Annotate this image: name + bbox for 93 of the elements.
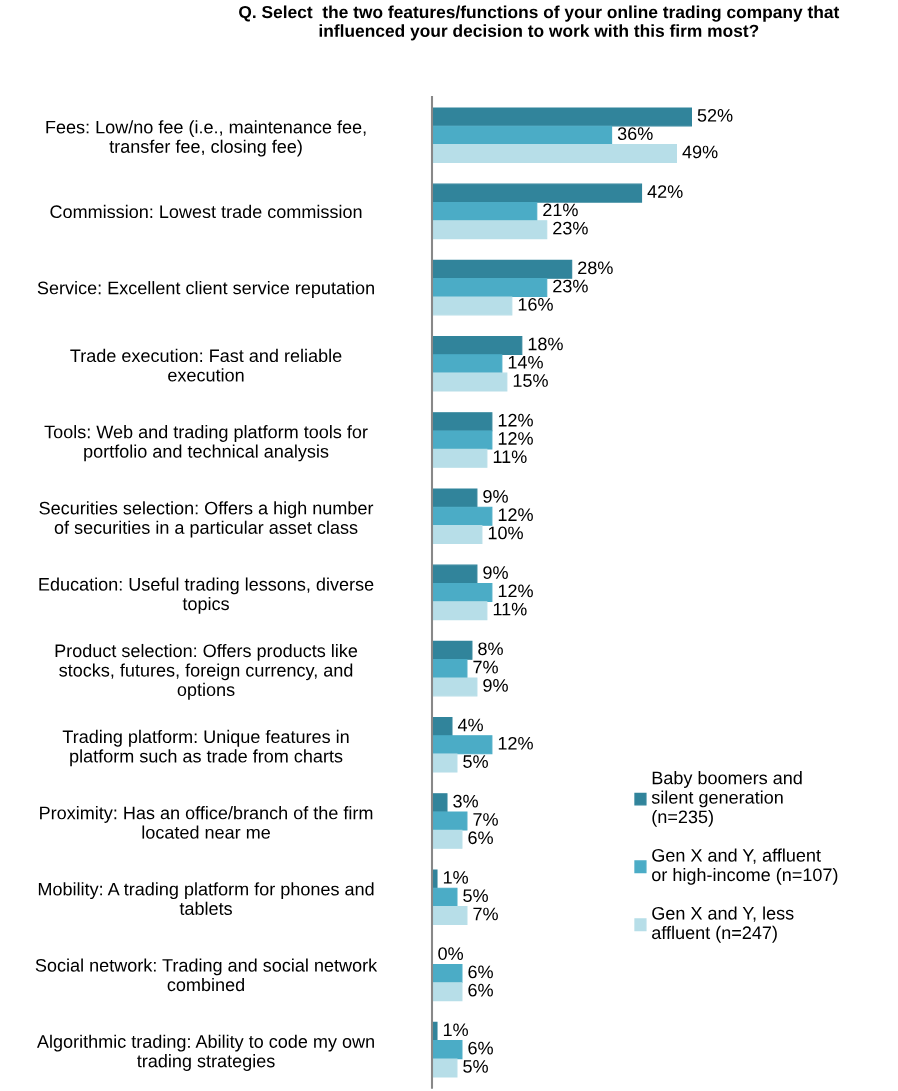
y-tick-label: Fees: Low/no fee (i.e., maintenance fee, transfer fee, closing fee) xyxy=(46,120,366,157)
bar xyxy=(432,506,493,526)
data-label: 6% xyxy=(468,965,493,979)
bar xyxy=(432,336,523,356)
data-label: 15% xyxy=(513,374,548,387)
bar xyxy=(432,905,468,926)
bar xyxy=(432,659,468,679)
bar xyxy=(432,220,548,240)
bar xyxy=(432,448,488,468)
data-label: 16% xyxy=(518,297,553,311)
bar xyxy=(432,811,468,831)
legend-label: Baby boomers and silent generation (n=235) xyxy=(651,771,802,827)
bar xyxy=(432,412,493,432)
data-label: 12% xyxy=(498,508,533,521)
data-label: 23% xyxy=(553,279,588,293)
bar xyxy=(432,640,473,660)
data-label: 14% xyxy=(508,355,543,369)
bar xyxy=(432,183,643,203)
bar xyxy=(432,564,478,584)
y-tick-label: Mobility: A trading platform for phones and tablets xyxy=(38,882,374,915)
y-tick-label: Algorithmic trading: Ability to code my own trading strategies xyxy=(36,1034,374,1071)
data-label: 6% xyxy=(468,831,493,845)
bar xyxy=(432,143,678,164)
bar xyxy=(432,982,463,1002)
bar xyxy=(432,963,463,983)
bar xyxy=(432,753,458,773)
y-tick-label: Product selection: Offers products like stocks, futures, foreign currency, and options xyxy=(55,643,358,700)
y-tick-label: Service: Excellent client service reputation xyxy=(37,281,374,298)
data-label: 6% xyxy=(468,983,493,997)
y-tick-label: Commission: Lowest trade commission xyxy=(50,204,362,219)
data-label: 28% xyxy=(578,261,613,275)
data-label: 11% xyxy=(493,602,527,616)
data-label: 18% xyxy=(528,337,563,351)
data-label: 12% xyxy=(498,432,533,445)
bar xyxy=(432,107,692,127)
bar xyxy=(432,582,493,602)
data-label: 12% xyxy=(498,736,533,750)
bar xyxy=(432,601,488,621)
data-label: 11% xyxy=(493,450,527,464)
bar xyxy=(432,259,573,279)
bar xyxy=(432,717,453,737)
data-label: 42% xyxy=(647,185,683,198)
data-label: 49% xyxy=(682,145,718,159)
bar xyxy=(432,869,438,889)
data-label: 4% xyxy=(457,718,483,732)
bar xyxy=(432,887,458,907)
data-label: 23% xyxy=(553,221,588,235)
data-label: 21% xyxy=(543,203,578,217)
chart-title: Q. Select the two features/functions of your online trading company that influenced your decision to work with this firm most? xyxy=(239,5,840,41)
y-tick-label: Proximity: Has an office/branch of the firm located near me xyxy=(40,806,373,839)
data-label: 9% xyxy=(483,489,508,503)
bar xyxy=(432,793,448,813)
data-label: 52% xyxy=(697,108,733,122)
y-tick-label: Tools: Web and trading platform tools for portfolio and technical analysis xyxy=(44,425,368,462)
bar xyxy=(432,296,513,316)
bar xyxy=(432,1040,463,1060)
data-label: 3% xyxy=(453,794,478,808)
y-tick-label: Securities selection: Offers a high number of securities in a particular asset class xyxy=(39,501,374,538)
legend-label: Gen X and Y, affluent or high-income (n=107) xyxy=(652,848,838,885)
data-label: 5% xyxy=(463,1060,488,1073)
bar xyxy=(432,125,613,145)
data-label: 7% xyxy=(473,907,498,921)
data-label: 0% xyxy=(438,947,464,960)
y-tick-label: Social network: Trading and social network combined xyxy=(35,958,378,992)
legend-label: Gen X and Y, less affluent (n=247) xyxy=(652,906,794,943)
y-tick-label: Trade execution: Fast and reliable execution xyxy=(70,348,342,382)
data-label: 10% xyxy=(488,526,523,540)
y-tick-label: Education: Useful trading lessons, diverse topics xyxy=(39,577,374,614)
data-label: 12% xyxy=(498,413,533,427)
data-label: 9% xyxy=(483,566,508,579)
data-label: 7% xyxy=(473,813,498,826)
bar xyxy=(432,1058,458,1078)
data-label: 7% xyxy=(473,660,498,674)
bar xyxy=(432,488,478,508)
data-label: 1% xyxy=(443,871,468,884)
data-label: 5% xyxy=(463,889,488,903)
bar xyxy=(432,278,548,298)
bar xyxy=(432,354,503,374)
bar xyxy=(432,677,478,697)
y-tick-label: Trading platform: Unique features in platform such as trade from charts xyxy=(62,729,349,767)
bar xyxy=(432,430,493,450)
bar xyxy=(432,735,493,755)
data-label: 9% xyxy=(483,678,508,692)
bar xyxy=(432,829,463,849)
data-label: 12% xyxy=(498,584,533,598)
data-label: 1% xyxy=(443,1023,468,1037)
bar xyxy=(432,524,483,545)
data-label: 36% xyxy=(617,127,653,141)
bar xyxy=(432,201,538,221)
data-label: 5% xyxy=(463,755,488,768)
data-label: 8% xyxy=(478,642,503,656)
bar xyxy=(432,372,508,392)
data-label: 6% xyxy=(468,1041,493,1055)
